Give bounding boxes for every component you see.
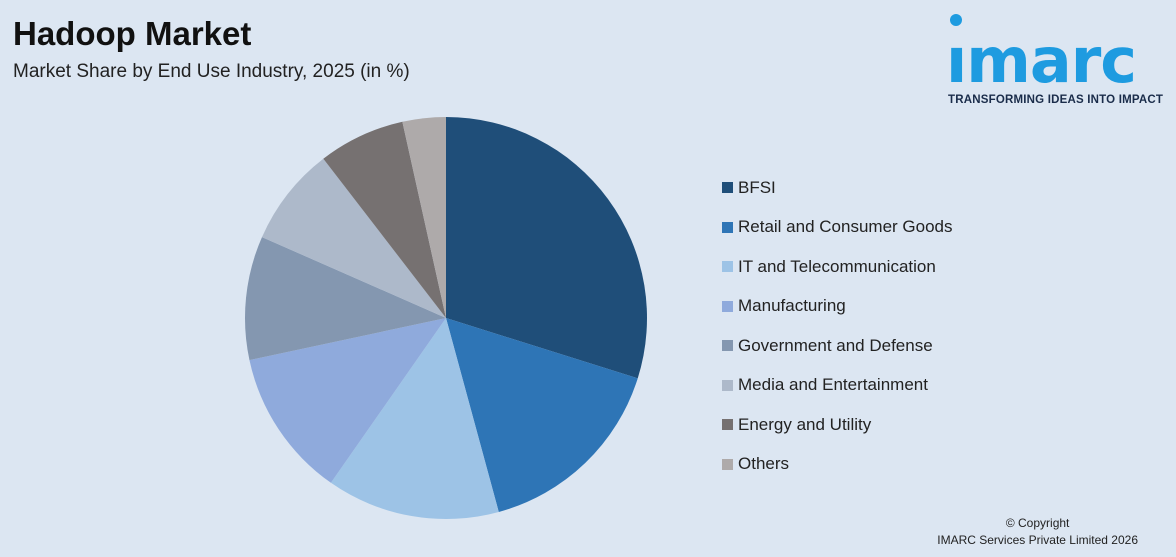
chart-subtitle: Market Share by End Use Industry, 2025 (… [13,61,410,82]
pie-slice-it-and-telecommunication [330,318,499,519]
legend-label: IT and Telecommunication [738,256,936,276]
legend-swatch [722,300,733,312]
legend-swatch [722,379,733,391]
pie-slice-retail-and-consumer-goods [446,318,638,512]
pie-slice-media-and-entertainment [261,158,446,318]
legend-swatch [722,182,733,194]
legend-item: Media and Entertainment [722,366,953,406]
logo-dot-icon [950,14,962,26]
legend-item: BFSI [722,168,953,208]
logo-wordmark: ımarc [946,24,1137,97]
legend-item: Manufacturing [722,287,953,327]
legend-swatch [722,221,733,233]
legend-label: Media and Entertainment [738,375,928,395]
legend-label: Energy and Utility [738,414,872,434]
pie-slice-manufacturing [249,318,446,483]
legend-label: Retail and Consumer Goods [738,217,953,237]
logo-tagline: TRANSFORMING IDEAS INTO IMPACT [948,94,1164,106]
imarc-logo: ımarc TRANSFORMING IDEAS INTO IMPACT [944,10,1172,110]
legend-swatch [722,261,733,273]
copyright-line-2: IMARC Services Private Limited 2026 [937,533,1138,547]
legend-swatch [722,340,733,352]
legend-swatch [722,458,733,470]
legend-label: BFSI [738,177,776,197]
legend-item: Others [722,445,953,485]
legend-swatch [722,419,733,431]
copyright: © Copyright IMARC Services Private Limit… [937,515,1138,549]
legend-item: Retail and Consumer Goods [722,208,953,248]
legend-item: IT and Telecommunication [722,247,953,287]
pie-slice-others [402,117,446,318]
legend-item: Government and Defense [722,326,953,366]
chart-legend: BFSI Retail and Consumer Goods IT and Tele… [722,168,953,484]
copyright-line-1: © Copyright [1005,516,1070,530]
legend-label: Others [738,454,790,474]
pie-slice-energy-and-utility [323,121,446,318]
legend-item: Energy and Utility [722,405,953,445]
legend-label: Government and Defense [738,335,933,355]
pie-slice-bfsi [446,117,648,379]
chart-title: Hadoop Market [13,15,252,52]
pie-slice-government-and-defense [244,237,446,361]
legend-label: Manufacturing [738,296,846,316]
